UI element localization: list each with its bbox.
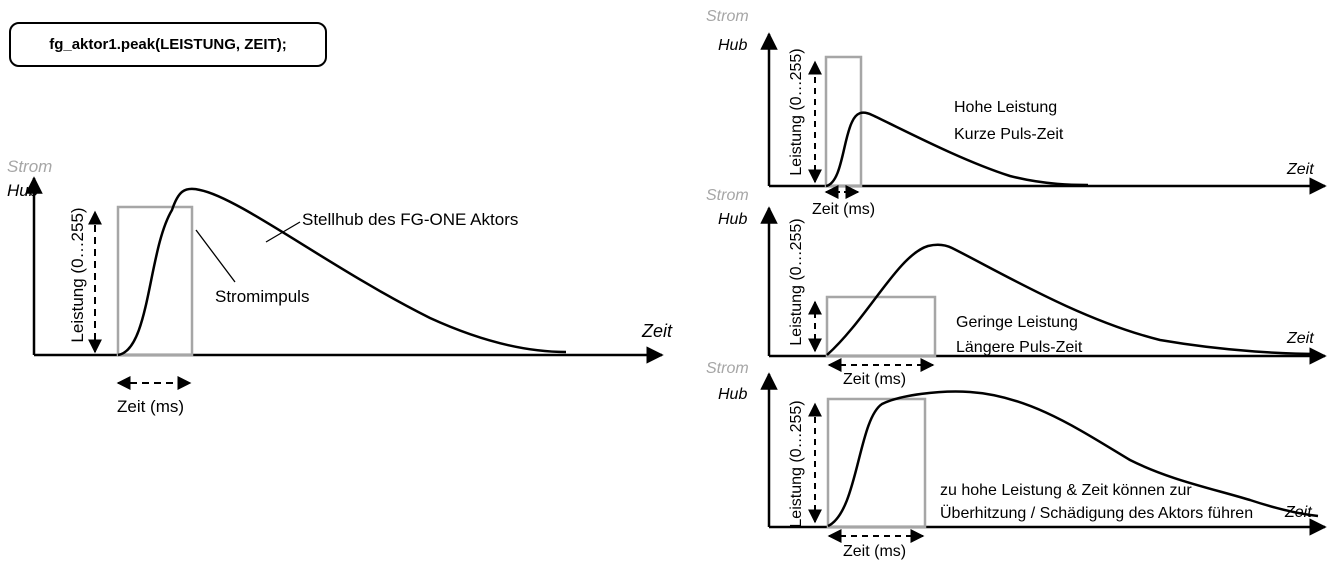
pulse-label: Stromimpuls [215, 287, 309, 306]
main-diagram: Strom Hub Leistung (0…255) Zeit Zeit (ms… [7, 157, 673, 416]
panel-overheat: Strom Hub Leistung (0…255) Zeit Zeit (ms… [706, 360, 1327, 560]
panel3-stroke-curve [827, 390, 1319, 528]
panel-high-power: Strom Hub Leistung (0…255) Zeit Zeit (ms… [706, 8, 1327, 218]
panel1-zeit-ms-label: Zeit (ms) [812, 201, 875, 218]
main-current-pulse [116, 205, 194, 357]
panel3-note-line1: zu hohe Leistung & Zeit können zur [940, 482, 1192, 499]
panel-low-power: Strom Hub Leistung (0…255) Zeit Zeit (ms… [706, 187, 1327, 388]
panel1-note-line1: Hohe Leistung [954, 99, 1057, 116]
panel2-stroke-curve [826, 243, 1321, 356]
panel1-hub-label: Hub [718, 37, 747, 54]
main-zeit-axis-label: Zeit [641, 321, 673, 341]
panel1-leistung-label: Leistung (0…255) [788, 48, 805, 175]
panel1-zeit-axis-label: Zeit [1286, 161, 1314, 178]
code-snippet-box: fg_aktor1.peak(LEISTUNG, ZEIT); [9, 22, 327, 67]
panel1-current-pulse [824, 55, 863, 188]
panel2-note-line2: Längere Puls-Zeit [956, 339, 1083, 356]
panel2-hub-label: Hub [718, 211, 747, 228]
panel3-zeit-ms-label: Zeit (ms) [843, 543, 906, 560]
panel1-note-line2: Kurze Puls-Zeit [954, 126, 1064, 143]
panel3-zeit-axis-label: Zeit [1284, 504, 1312, 521]
panel2-zeit-axis-label: Zeit [1286, 330, 1314, 347]
panel2-zeit-ms-label: Zeit (ms) [843, 371, 906, 388]
panel2-leistung-label: Leistung (0…255) [788, 218, 805, 345]
code-snippet: fg_aktor1.peak(LEISTUNG, ZEIT); [49, 36, 287, 53]
panel2-current-pulse [825, 295, 937, 358]
curve-label: Stellhub des FG-ONE Aktors [302, 210, 518, 229]
main-zeit-ms-label: Zeit (ms) [117, 397, 184, 416]
panel3-current-pulse [826, 397, 927, 529]
panel3-strom-label: Strom [706, 360, 749, 377]
main-stroke-curve [117, 187, 567, 357]
panel3-hub-label: Hub [718, 386, 747, 403]
panel2-strom-label: Strom [706, 187, 749, 204]
main-strom-label: Strom [7, 157, 52, 176]
panel3-note-line2: Überhitzung / Schädigung des Aktors führ… [940, 504, 1253, 522]
pulse-label-leader [195, 229, 236, 283]
curve-label-leader [265, 221, 301, 243]
panel1-strom-label: Strom [706, 8, 749, 25]
panel1-stroke-curve [825, 111, 1089, 188]
panel2-note-line1: Geringe Leistung [956, 314, 1078, 331]
main-leistung-label: Leistung (0…255) [68, 207, 87, 342]
main-hub-label: Hub [7, 181, 38, 200]
panel3-leistung-label: Leistung (0…255) [788, 400, 805, 527]
